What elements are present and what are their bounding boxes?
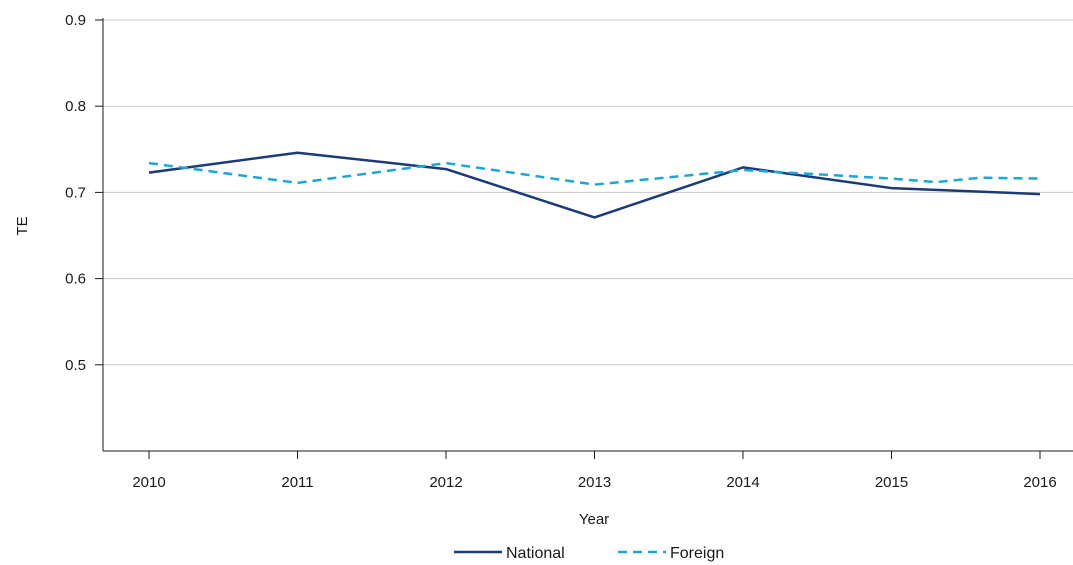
x-tick-label: 2014 [726,474,759,491]
series-line-foreign [148,161,1041,186]
legend-label-foreign: Foreign [670,545,724,562]
legend-label-national: National [506,545,565,562]
x-tick-label: 2012 [429,474,462,491]
legend: National Foreign [454,545,724,562]
x-tick-label: 2016 [1023,474,1056,491]
y-tick-label: 0.9 [65,12,86,29]
x-tick-label: 2013 [578,474,611,491]
y-tick-label: 0.6 [65,271,86,288]
y-tick-label: 0.5 [65,357,86,374]
y-tick-label: 0.7 [65,184,86,201]
x-tick-labels: 2010 2011 2012 2013 2014 2015 2016 [132,474,1056,491]
axes [95,18,1073,459]
x-axis-title: Year [579,511,609,528]
series-line-national [148,151,1041,219]
x-tick-label: 2010 [132,474,165,491]
y-tick-labels: 0.5 0.6 0.7 0.8 0.9 [65,12,86,374]
y-tick-label: 0.8 [65,98,86,115]
x-tick-label: 2015 [875,474,908,491]
y-axis-title: TE [14,216,31,235]
gridlines [103,19,1073,366]
x-tick-label: 2011 [281,474,313,491]
series-lines [148,151,1041,219]
